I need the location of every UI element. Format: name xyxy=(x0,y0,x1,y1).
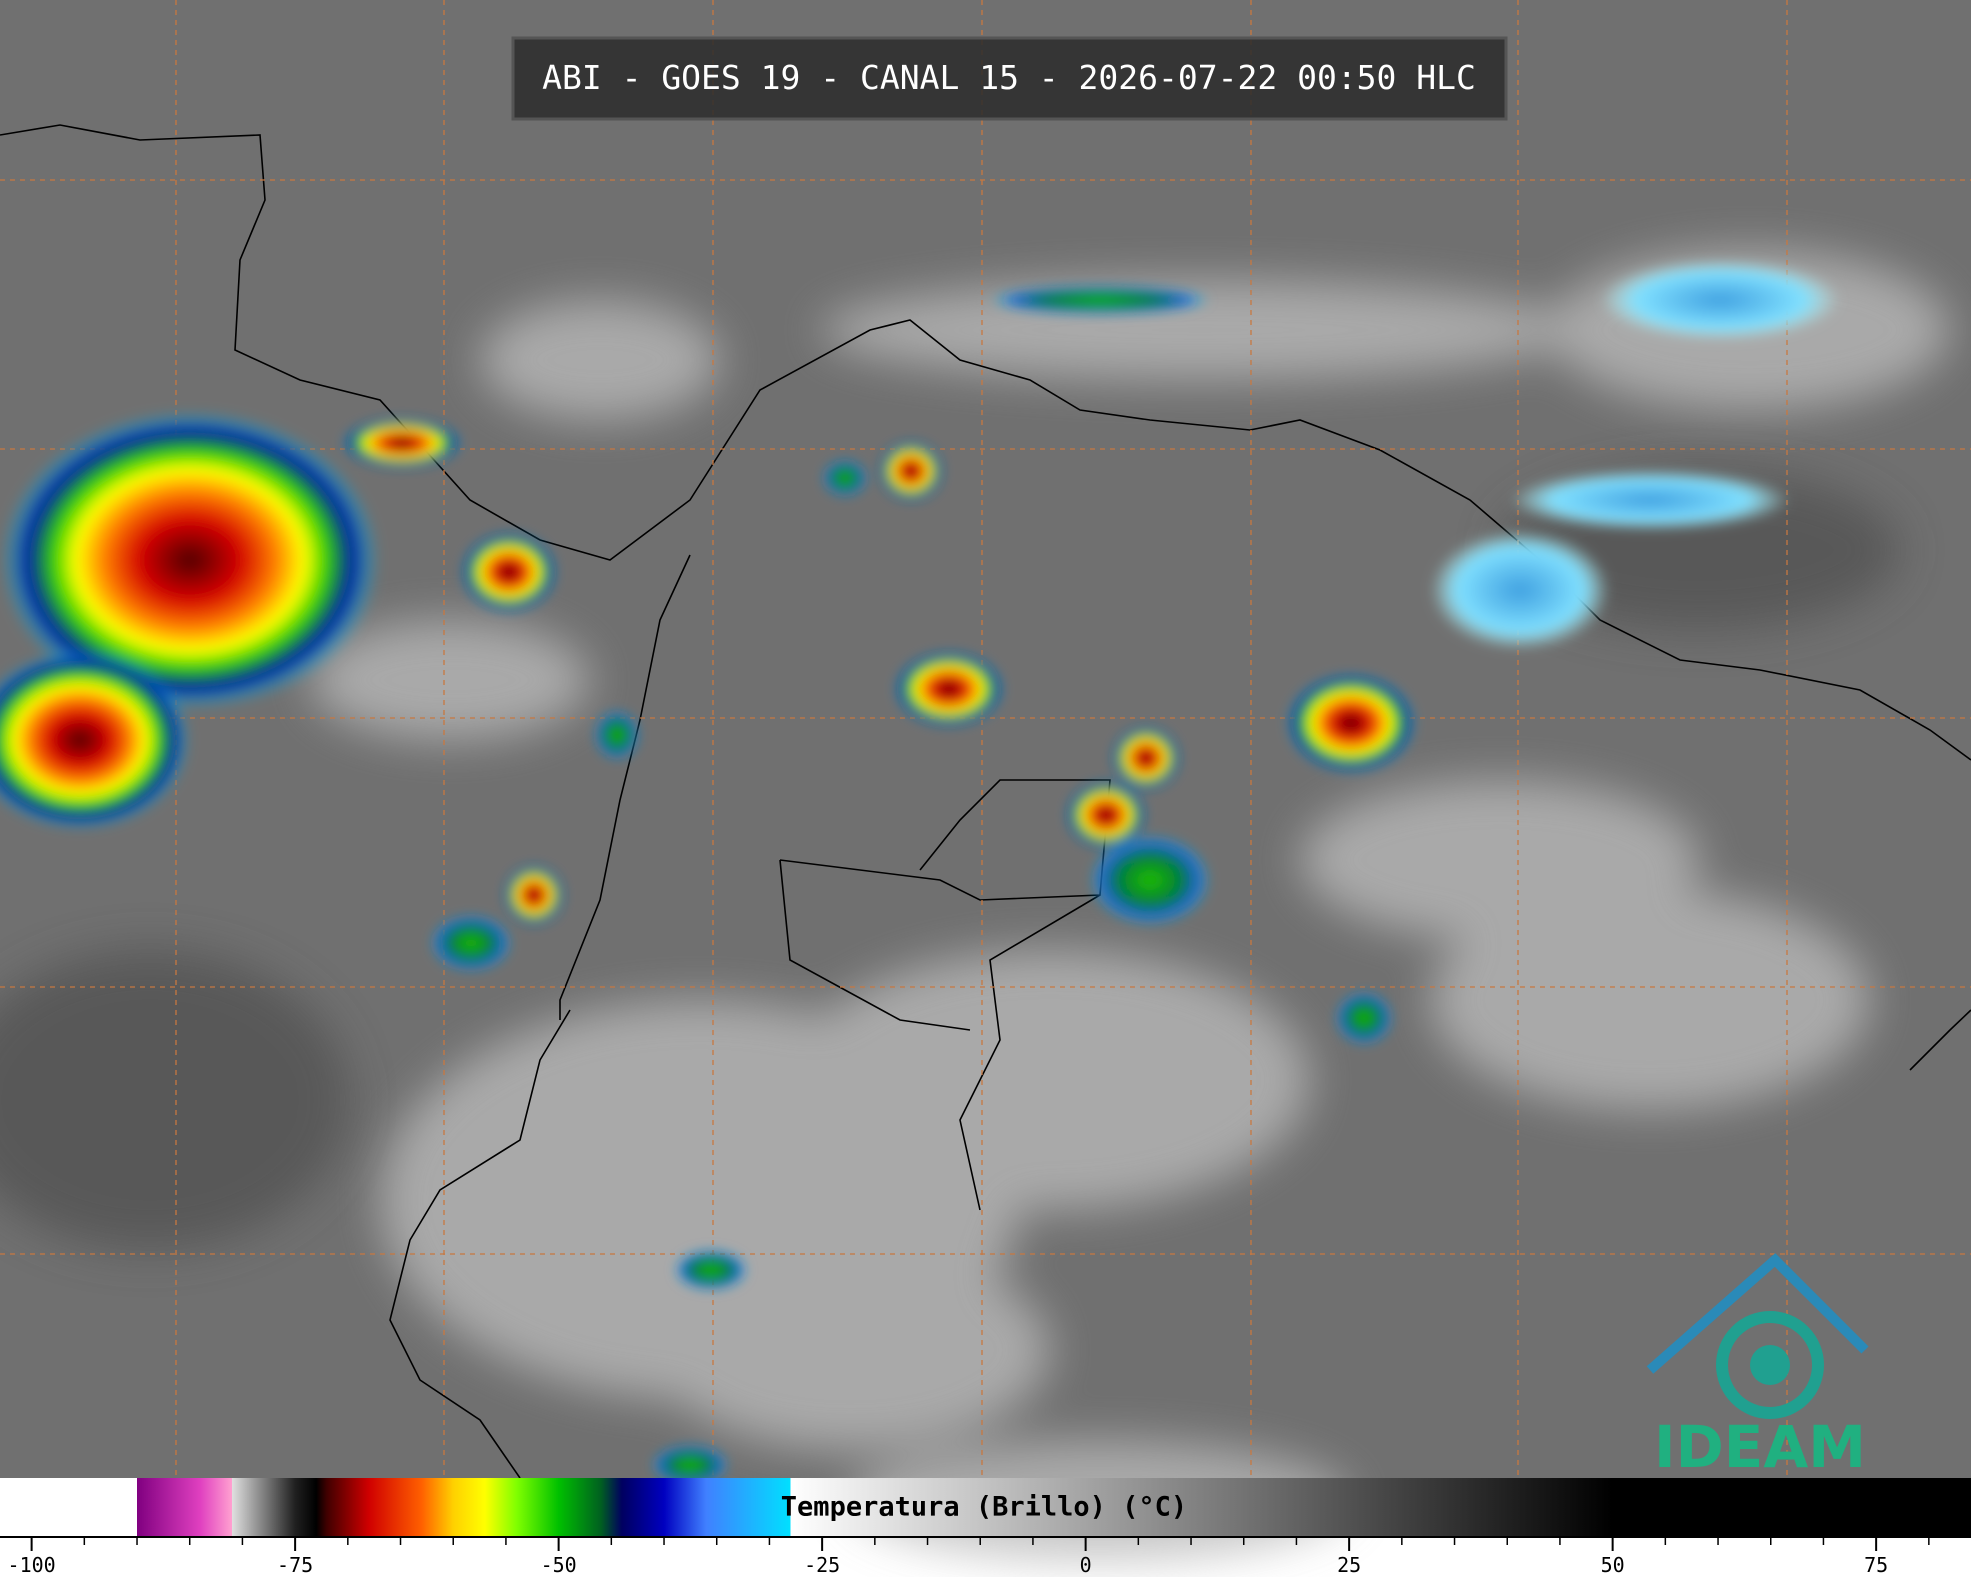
colorbar-fill xyxy=(0,1478,1971,1536)
tick-label: 50 xyxy=(1601,1553,1625,1577)
logo: IDEAM xyxy=(1646,1253,1869,1481)
tick-label: -50 xyxy=(541,1553,577,1577)
colorbar-label: Temperatura (Brillo) (°C) xyxy=(781,1492,1187,1523)
title: ABI - GOES 19 - CANAL 15 - 2026-07-22 00… xyxy=(542,58,1476,97)
tick-label: -100 xyxy=(8,1553,56,1577)
colorbar: Temperatura (Brillo) (°C) -100 -75 -50 -25 0… xyxy=(0,1478,1971,1577)
tick-label: 25 xyxy=(1337,1553,1361,1577)
tick-label: 75 xyxy=(1864,1553,1888,1577)
tick-label: -25 xyxy=(804,1553,840,1577)
graticule xyxy=(0,0,1971,1478)
logo-text: IDEAM xyxy=(1654,1413,1866,1481)
tick-label: 0 xyxy=(1080,1553,1092,1577)
tick-label: -75 xyxy=(277,1553,313,1577)
title-box: ABI - GOES 19 - CANAL 15 - 2026-07-22 00… xyxy=(511,36,1508,121)
